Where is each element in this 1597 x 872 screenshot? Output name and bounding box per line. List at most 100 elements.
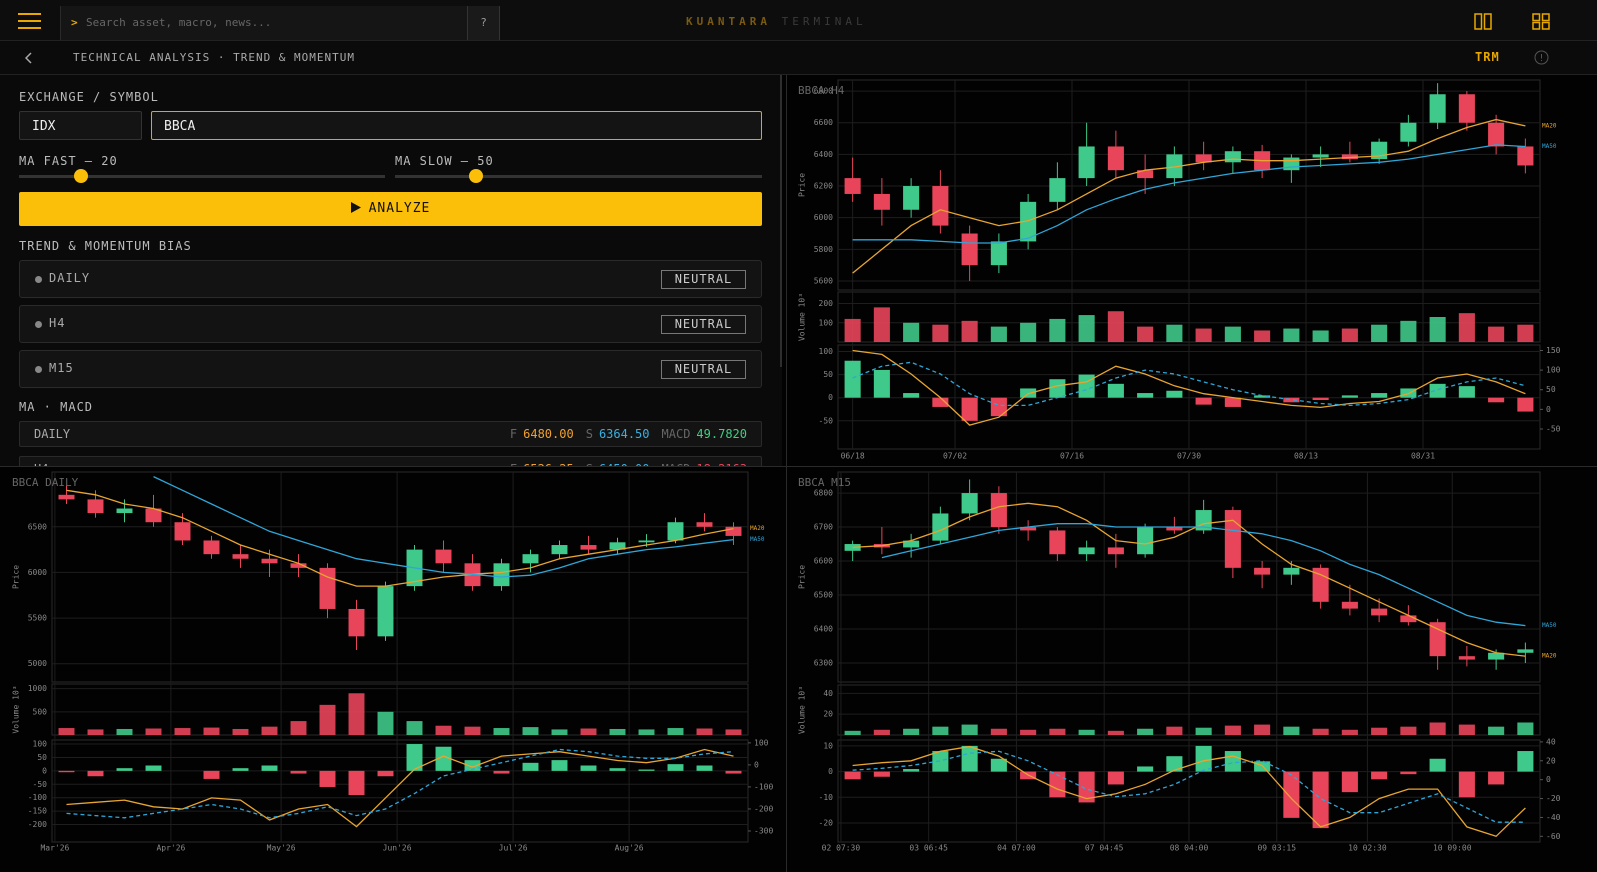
macd-hist-bar [232,768,249,771]
y-tick-label: 200 [819,299,834,308]
y-tick-label: 5500 [28,614,47,623]
candle-body [990,493,1007,528]
x-tick-label: 06/18 [841,452,865,461]
macd-hist-bar [464,760,481,771]
macd-hist-bar [1137,766,1154,772]
macd-hist-bar [1107,771,1124,785]
axis-label: Volume 10³ [798,293,807,341]
macd-hist-bar [1517,751,1534,772]
layout-icon[interactable] [1474,13,1492,30]
volume-bar [174,728,191,735]
volume-bar [1224,326,1241,342]
ma-values: F 6480.00 S 6364.50 MACD 49.7820 [498,422,747,446]
x-tick-label: Jul'26 [499,844,528,853]
x-tick-label: May'26 [267,844,296,853]
candle-body [1020,201,1037,242]
brand-suffix: TERMINAL [781,15,867,28]
volume-bar [1137,728,1154,735]
volume-bar [903,322,920,342]
candle-body [667,522,684,541]
macd-line [852,349,1526,426]
macd-hist-bar [725,770,742,774]
slider-thumb[interactable] [74,169,88,183]
macd-hist-bar [638,769,655,771]
candle-body [1429,622,1446,657]
macd-hist-bar [1429,758,1446,772]
y2-tick-label: -100 [754,782,773,791]
play-icon [350,202,361,213]
panel-frame [51,739,749,843]
volume-bar [1371,727,1388,735]
macd-hist-bar [903,393,920,398]
axis-label: Volume 10³ [798,686,807,734]
volume-bar [1166,726,1183,735]
y-tick-label: -20 [819,818,834,827]
menu-icon[interactable] [18,12,41,30]
macd-hist-bar [1078,771,1095,803]
slider-label: MA FAST — 20 [19,154,118,168]
volume-bar [1400,726,1417,735]
grid-icon[interactable] [1532,13,1550,30]
candle-body [203,540,220,555]
candle-body [1283,157,1300,171]
f-label: F [509,427,518,441]
candle-body [261,558,278,564]
y-tick-label: 50 [823,370,833,379]
candle-body [725,526,742,536]
x-tick-label: Aug'26 [615,844,644,853]
y-tick-label: 5600 [814,276,833,285]
help-button[interactable]: ? [467,6,500,40]
candle-body [1107,146,1124,171]
volume-bar [87,729,104,735]
analyze-button[interactable]: ANALYZE [19,192,762,226]
control-panel: EXCHANGE / SYMBOL IDX BBCA MA FAST — 20 … [0,75,782,466]
y2-tick-label: 150 [1546,346,1561,355]
volume-bar [348,693,365,735]
scrollbar[interactable] [780,75,782,367]
volume-bar [1312,728,1329,735]
candle-body [1107,547,1124,555]
macd-hist-bar [87,770,104,777]
volume-bar [319,704,336,735]
search-box[interactable]: > Search asset, macro, news... [60,6,468,40]
volume-bar [990,326,1007,342]
macd-hist-bar [319,770,336,787]
y-tick-label: 6400 [814,624,833,633]
exchange-input[interactable]: IDX [19,111,142,140]
macd-hist-bar [1341,771,1358,793]
x-tick-label: 07 04:45 [1085,844,1124,853]
y-tick-label: 6500 [28,522,47,531]
y2-tick-label: 100 [1546,366,1561,375]
y-tick-label: 6000 [28,568,47,577]
macd-hist-bar [961,397,978,421]
candle-body [1400,122,1417,142]
f: 6480.00 [523,427,574,441]
macd-hist-bar [844,360,861,398]
info-icon[interactable] [1534,50,1549,65]
candle-body [932,186,949,226]
candle-body [1254,567,1271,575]
section-label: TREND & MOMENTUM BIAS [19,239,192,253]
y2-tick-label: 0 [1546,405,1551,414]
macd-hist-bar [903,769,920,772]
x-tick-label: Apr'26 [156,844,185,853]
macd-hist-bar [116,768,133,771]
candle-body [1517,146,1534,166]
slider-thumb[interactable] [469,169,483,183]
macd-hist-bar [1254,395,1271,398]
volume-bar [493,728,510,735]
volume-bar [1371,324,1388,342]
macd-hist-bar [1283,771,1300,818]
macd-hist-bar [990,397,1007,417]
symbol-input[interactable]: BBCA [151,111,762,140]
macd-hist-bar [1107,383,1124,398]
badge: TRM [1475,50,1500,64]
back-icon[interactable] [25,52,33,64]
f: 6526.25 [523,462,574,466]
y-tick-label: 6200 [814,182,833,191]
x-tick-label: 07/02 [943,452,967,461]
volume-bar [1488,326,1505,342]
volume-bar [1429,722,1446,735]
volume-bar [873,729,890,735]
macd-hist-bar [1166,390,1183,398]
